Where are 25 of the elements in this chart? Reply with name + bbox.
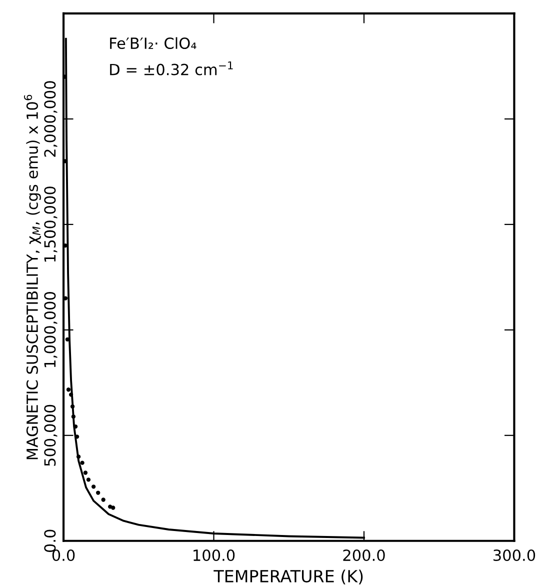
point: [91, 484, 96, 489]
point: [86, 478, 91, 482]
point: [70, 404, 75, 409]
annotation: D = ±0.32 cm$^{−1}$: [110, 61, 233, 76]
y-axis-title: MAGNETIC SUSCEPTIBILITY, χ$_{M}$, (cgs emu) x 10$^{6}$: [24, 94, 41, 460]
point: [71, 414, 76, 419]
point: [83, 470, 88, 475]
x-tick-label: 0.0: [52, 549, 75, 562]
annotation: Fe′B′I₂· ClO₄: [110, 37, 196, 50]
y-tick-label: 1,500,000: [44, 186, 58, 262]
y-tick-label: 500,000: [44, 404, 58, 466]
y-tick-label: 1,000,000: [44, 292, 58, 368]
point: [66, 388, 71, 392]
point: [111, 506, 116, 510]
y-tick-label: 2,000,000: [44, 81, 58, 157]
x-tick-label: 100.0: [194, 549, 235, 562]
x-axis-title: TEMPERATURE (K): [214, 570, 363, 584]
point: [96, 490, 100, 495]
point: [108, 504, 112, 509]
x-tick-label: 200.0: [343, 549, 385, 562]
x-tick-label: 300.0: [494, 549, 536, 562]
point: [80, 460, 84, 465]
point: [76, 454, 81, 459]
point: [68, 392, 74, 397]
point: [101, 498, 106, 502]
